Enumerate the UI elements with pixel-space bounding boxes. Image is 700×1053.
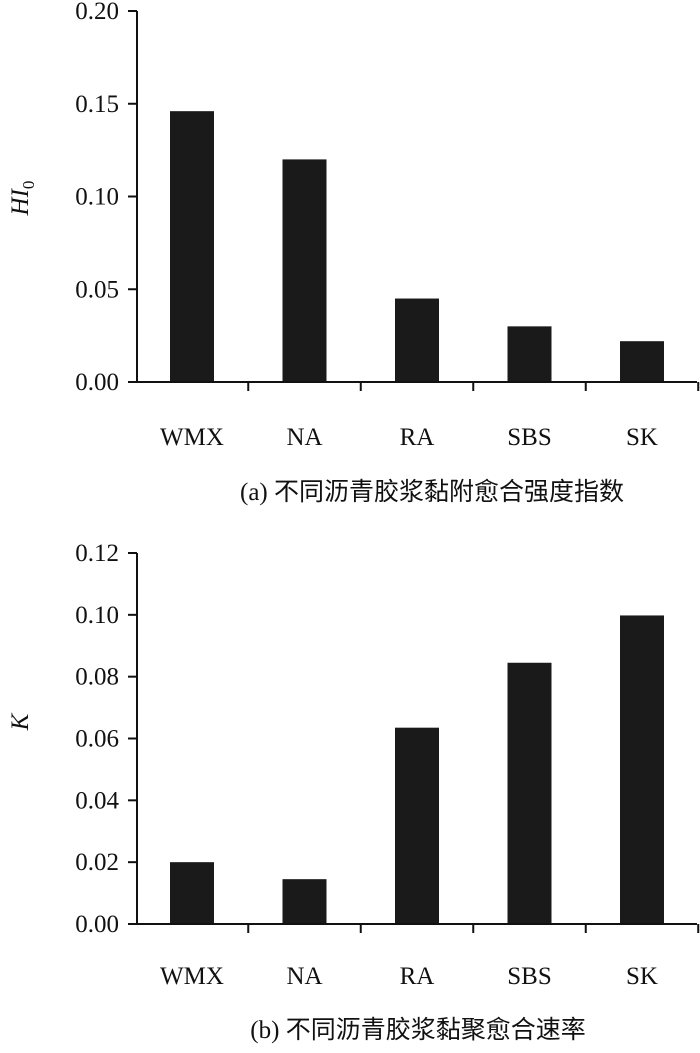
chart-a-category-label: RA	[400, 424, 435, 451]
chart-b-y-tick-label: 0.02	[75, 849, 119, 876]
chart-b-category-label: SK	[626, 963, 658, 990]
chart-b-category-label: WMX	[160, 963, 224, 990]
chart-a-category-label: SK	[626, 424, 658, 451]
chart-a: HI0 (a) 不同沥青胶浆黏附愈合强度指数 0.00 0.05 0.10 0.15 0…	[7, 0, 700, 506]
chart-b-bar-sbs	[507, 662, 552, 924]
chart-b-category-label: RA	[400, 963, 435, 990]
chart-b-y-tick-label: 0.10	[75, 602, 119, 629]
chart-a-bar-sbs	[507, 326, 552, 382]
chart-a-y-tick-label: 0.20	[75, 0, 119, 25]
chart-b-y-tick-label: 0.00	[75, 911, 119, 938]
chart-a-y-tick-label: 0.05	[75, 276, 119, 303]
chart-a-y-tick-label: 0.00	[75, 369, 119, 396]
chart-b-caption: (b) 不同沥青胶浆黏聚愈合速率	[250, 1016, 585, 1044]
chart-b-bar-wmx	[170, 862, 214, 924]
chart-a-bar-ra	[395, 298, 439, 382]
chart-b-bar-ra	[395, 727, 439, 924]
chart-b-y-axis-label: K	[7, 712, 34, 731]
chart-b-y-tick-label: 0.08	[75, 664, 119, 691]
chart-a-y-tick-label: 0.10	[75, 184, 119, 211]
chart-a-bar-wmx	[170, 111, 214, 383]
chart-b-bar-na	[282, 879, 327, 924]
chart-a-caption: (a) 不同沥青胶浆黏附愈合强度指数	[240, 478, 624, 506]
chart-a-y-axis-label: HI0	[7, 181, 38, 217]
chart-a-category-label: WMX	[160, 424, 224, 451]
chart-a-y-tick-label: 0.15	[75, 91, 119, 118]
chart-a-category-label: NA	[286, 424, 322, 451]
chart-a-category-label: SBS	[507, 424, 551, 451]
chart-b-y-tick-label: 0.06	[75, 726, 119, 753]
chart-b-category-label: NA	[286, 963, 322, 990]
chart-b-y-tick-label: 0.04	[75, 787, 119, 814]
chart-a-bar-na	[282, 159, 327, 382]
chart-b: K (b) 不同沥青胶浆黏聚愈合速率 0.00 0.02 0.04 0.06 0.08 0…	[7, 540, 700, 1044]
chart-b-category-label: SBS	[507, 963, 551, 990]
chart-b-y-tick-label: 0.12	[75, 540, 119, 567]
chart-a-bar-sk	[620, 341, 664, 382]
chart-b-bar-sk	[620, 615, 664, 924]
